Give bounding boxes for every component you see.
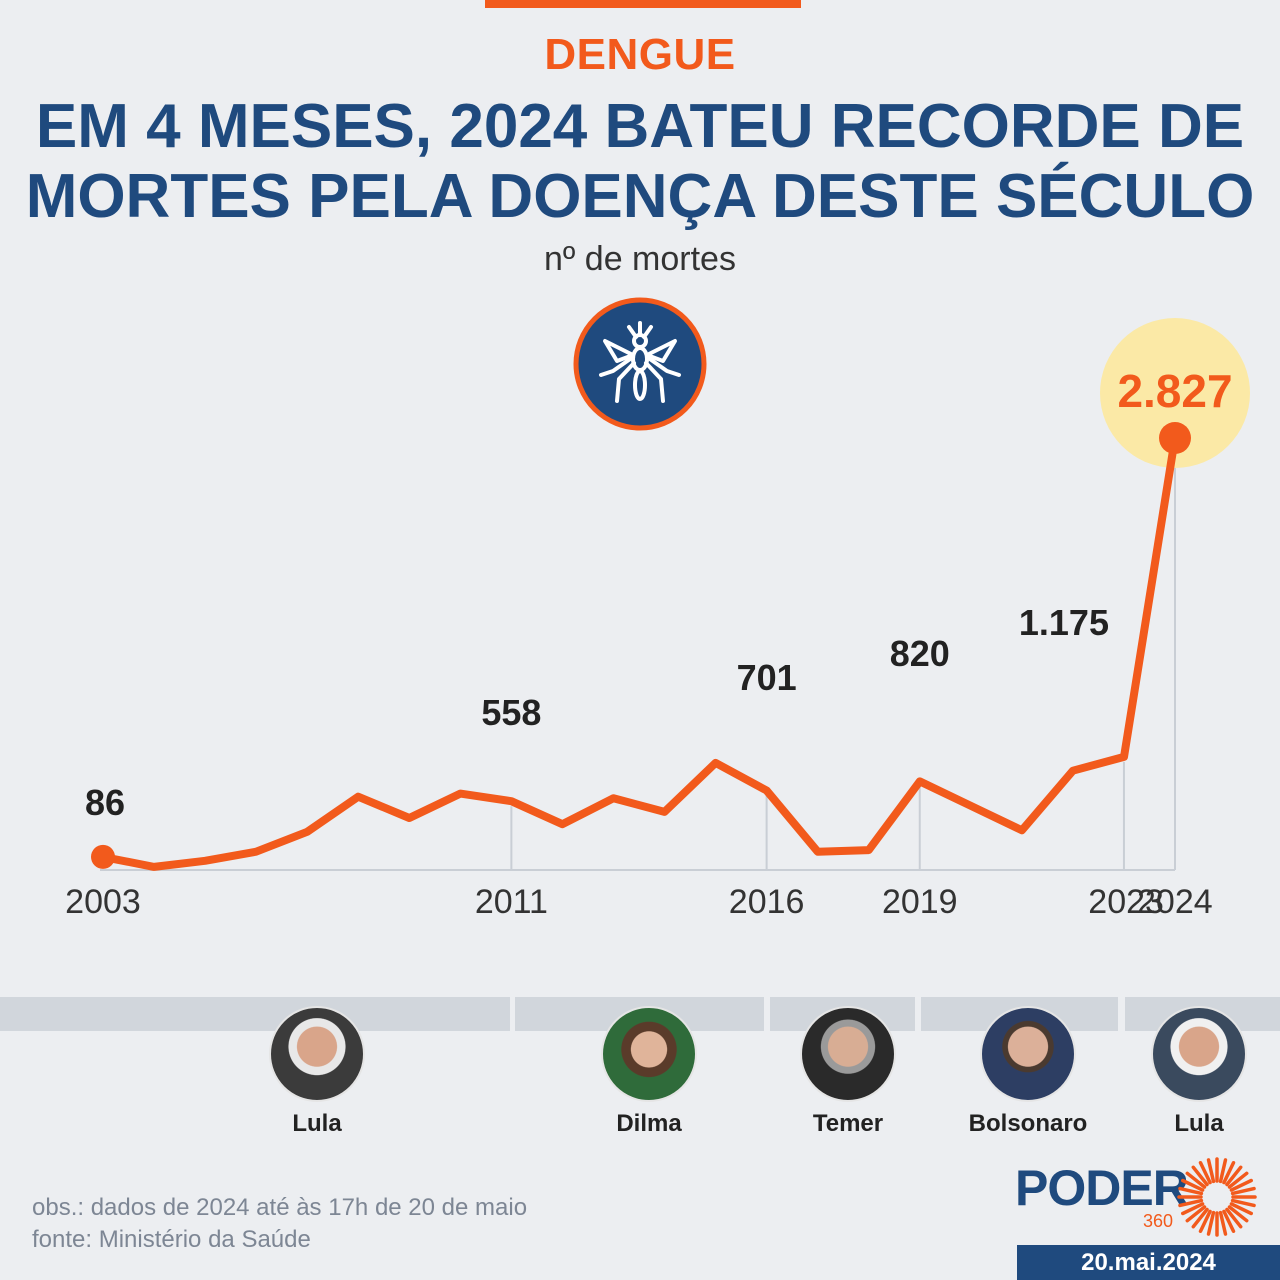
value-label: 558 [481, 692, 541, 733]
line-chart: 86 558 701 820 1.175 2.827 2003 2011 2016 2019 20… [65, 318, 1250, 921]
highlight-circle [1100, 318, 1250, 468]
x-tick-label: 2016 [729, 883, 805, 921]
obs-note: obs.: dados de 2024 até às 17h de 20 de … [32, 1194, 528, 1221]
sun-ray [1225, 1165, 1243, 1187]
sun-ray [1218, 1158, 1228, 1184]
avatar [1151, 1006, 1247, 1102]
sun-ray [1178, 1186, 1204, 1196]
term-bar-lula-1 [0, 997, 510, 1031]
value-label: 2.827 [1117, 365, 1232, 417]
deaths-series-line [99, 434, 1179, 871]
sun-ray [1185, 1205, 1207, 1223]
sun-ray [1222, 1209, 1236, 1233]
president-name: Dilma [616, 1110, 682, 1137]
endpoint-dot [1159, 422, 1191, 454]
sun-ray [1225, 1207, 1243, 1229]
president-name: Lula [292, 1110, 342, 1137]
avatar [980, 1006, 1076, 1102]
sun-ray [1229, 1178, 1253, 1192]
president-name: Lula [1174, 1110, 1224, 1137]
title-line-2: MORTES PELA DOENÇA DESTE SÉCULO [25, 162, 1255, 231]
sun-ray [1206, 1158, 1216, 1184]
x-tick-label: 2019 [882, 883, 958, 921]
sun-ray [1198, 1209, 1212, 1233]
sun-ray [1191, 1207, 1209, 1229]
value-label: 701 [737, 657, 797, 698]
source-note: fonte: Ministério da Saúde [32, 1226, 311, 1253]
footnote: obs.: dados de 2024 até às 17h de 20 de … [32, 1192, 527, 1256]
president-name: Bolsonaro [968, 1110, 1088, 1137]
avatar [800, 1006, 896, 1102]
sun-ray [1198, 1161, 1212, 1185]
president-lula-2: Lula [1124, 1006, 1274, 1138]
sun-ray [1230, 1198, 1256, 1208]
sun-ray [1191, 1165, 1209, 1187]
sun-ray [1206, 1210, 1216, 1236]
president-dilma: Dilma [574, 1006, 724, 1138]
x-tick-label: 2011 [475, 883, 548, 921]
top-accent-bar [485, 0, 801, 8]
value-label: 86 [85, 782, 125, 823]
endpoint-dot [91, 844, 115, 869]
x-tick-label: 2024 [1137, 883, 1213, 921]
sun-ray [1227, 1171, 1249, 1189]
avatar [601, 1006, 697, 1102]
sun-ray [1218, 1210, 1228, 1236]
avatar [269, 1006, 365, 1102]
x-tick-label: 2023 [1088, 883, 1164, 921]
sun-ray [1229, 1202, 1253, 1216]
president-bolsonaro: Bolsonaro [953, 1006, 1103, 1138]
mosquito-icon [573, 297, 707, 431]
president-lula-1: Lula [242, 1006, 392, 1138]
logo-text: PODER [1015, 1160, 1189, 1216]
sun-ray [1185, 1171, 1207, 1189]
x-tick-label: 2003 [65, 883, 141, 921]
sun-ray [1178, 1198, 1204, 1208]
value-label: 1.175 [1019, 602, 1109, 643]
publication-date: 20.mai.2024 [1017, 1245, 1280, 1280]
chart-subtitle: nº de mortes [544, 240, 736, 278]
value-label: 820 [890, 633, 950, 674]
sun-icon [1177, 1157, 1257, 1237]
sun-ray [1222, 1161, 1236, 1185]
president-temer: Temer [773, 1006, 923, 1138]
sun-ray [1230, 1186, 1256, 1196]
poder360-logo: PODER 360 [1015, 1155, 1257, 1237]
sun-ray [1181, 1178, 1205, 1192]
kicker: DENGUE [544, 30, 736, 79]
president-name: Temer [812, 1110, 884, 1137]
sun-ray [1227, 1205, 1249, 1223]
title-line-1: EM 4 MESES, 2024 BATEU RECORDE DE [35, 92, 1245, 161]
sun-ray [1181, 1202, 1205, 1216]
page-title: EM 4 MESES, 2024 BATEU RECORDE DE MORTES… [0, 92, 1280, 232]
logo-subtext: 360 [1143, 1211, 1174, 1231]
